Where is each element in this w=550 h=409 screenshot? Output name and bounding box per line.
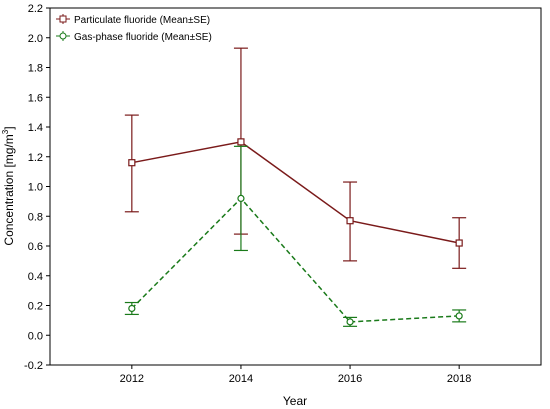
y-tick-label: 1.4 [28, 122, 43, 134]
series-gas-phase [124, 145, 467, 327]
y-axis-label: Concentration [mg/m3] [1, 126, 16, 245]
x-axis: 2012 2014 2016 2018 [120, 365, 471, 385]
data-point [128, 159, 136, 167]
y-tick-label: 1.0 [28, 182, 43, 194]
y-tick-label: 0.4 [28, 271, 43, 283]
legend-label: Particulate fluoride (Mean±SE) [74, 15, 210, 26]
y-tick-label: 1.8 [28, 63, 43, 75]
x-tick-label: 2012 [120, 373, 144, 385]
legend-item-particulate: Particulate fluoride (Mean±SE) [56, 14, 210, 26]
y-tick-label: 2.0 [28, 33, 43, 45]
series-line [131, 141, 460, 244]
series-particulate [124, 47, 467, 269]
legend: Particulate fluoride (Mean±SE) Gas-phase… [56, 14, 212, 43]
series-line [131, 197, 460, 323]
x-tick-label: 2018 [447, 373, 471, 385]
series-layer [124, 47, 467, 327]
x-tick-label: 2016 [338, 373, 362, 385]
legend-label: Gas-phase fluoride (Mean±SE) [74, 32, 212, 43]
y-tick-label: 0.0 [28, 330, 43, 342]
y-tick-label: 1.2 [28, 152, 43, 164]
data-point [346, 318, 354, 326]
data-point [455, 239, 463, 247]
data-point [237, 138, 245, 146]
y-axis: -0.2 0.0 0.2 0.4 0.6 0.8 1.0 1.2 1.4 1.6 1.8 2.0 2.2 [24, 3, 50, 372]
x-axis-label: Year [283, 394, 307, 408]
data-point [346, 217, 354, 225]
data-point [455, 312, 463, 320]
y-tick-label: 2.2 [28, 3, 43, 15]
y-tick-label: 0.8 [28, 211, 43, 223]
plot-area [49, 7, 542, 366]
legend-item-gas-phase: Gas-phase fluoride (Mean±SE) [56, 31, 212, 43]
x-tick-label: 2014 [229, 373, 253, 385]
y-tick-label: -0.2 [24, 360, 43, 372]
data-point [128, 304, 136, 313]
y-tick-label: 0.6 [28, 241, 43, 253]
y-tick-label: 0.2 [28, 301, 43, 313]
data-point [237, 194, 245, 202]
y-tick-label: 1.6 [28, 92, 43, 104]
